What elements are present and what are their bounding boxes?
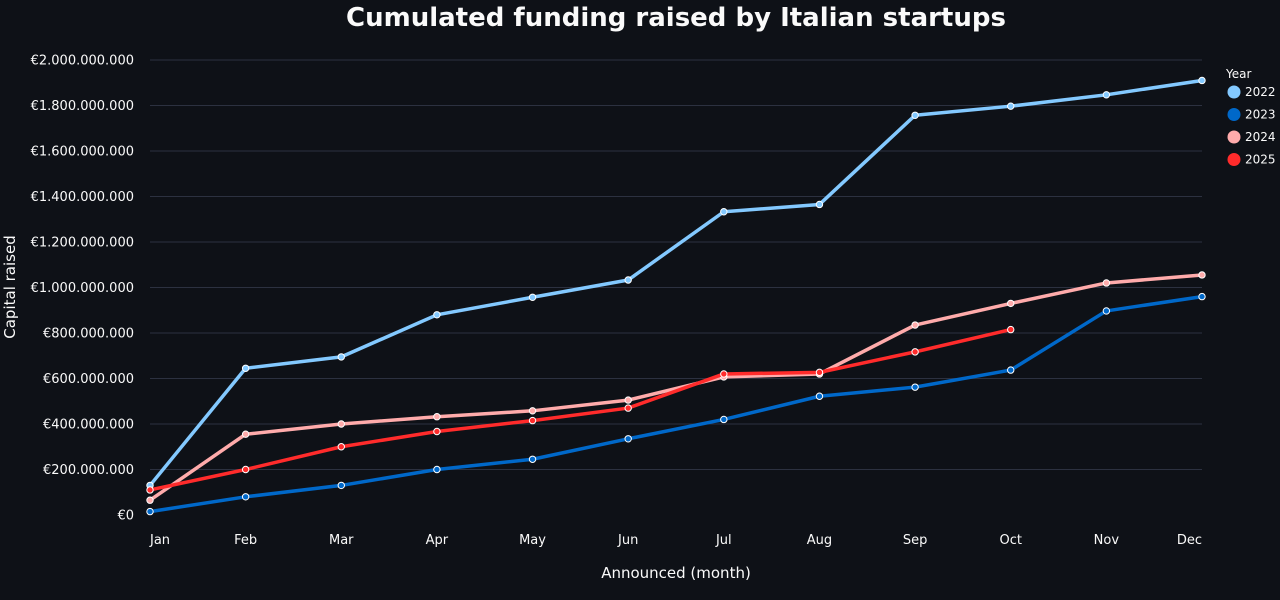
y-tick-label: €1.600.000.000 — [31, 145, 134, 160]
data-point[interactable] — [241, 430, 250, 438]
series-line-2025[interactable] — [148, 327, 1013, 492]
data-point[interactable] — [337, 481, 345, 490]
legend-marker — [1227, 85, 1241, 99]
data-point[interactable] — [815, 200, 824, 209]
y-axis-title: Capital raised — [1, 235, 19, 338]
legend-item-2022[interactable]: 2022 — [1227, 85, 1276, 99]
data-point[interactable] — [241, 493, 250, 501]
x-tick-label: May — [519, 533, 546, 548]
y-tick-label: €1.400.000.000 — [31, 190, 134, 205]
data-point[interactable] — [146, 486, 154, 494]
chart-title: Cumulated funding raised by Italian star… — [346, 3, 1006, 33]
series-line-2024[interactable] — [148, 273, 1204, 502]
legend-item-2023[interactable]: 2023 — [1227, 108, 1276, 122]
legend-item-2024[interactable]: 2024 — [1227, 130, 1276, 144]
y-tick-label: €0 — [117, 509, 134, 524]
data-point[interactable] — [1198, 271, 1206, 279]
data-point[interactable] — [911, 111, 919, 119]
legend-item-2025[interactable]: 2025 — [1227, 153, 1276, 167]
x-tick-label: Aug — [807, 533, 832, 548]
data-point[interactable] — [1198, 76, 1206, 85]
series-lines — [146, 76, 1206, 516]
data-point[interactable] — [815, 368, 824, 377]
legend: Year 2022 2023 2024 2025 — [1225, 67, 1276, 167]
data-point[interactable] — [433, 311, 441, 319]
data-point[interactable] — [1102, 279, 1111, 287]
data-point[interactable] — [911, 383, 919, 391]
data-point[interactable] — [433, 413, 441, 421]
data-point[interactable] — [624, 276, 632, 284]
y-tick-label: €1.200.000.000 — [31, 236, 134, 251]
data-point[interactable] — [1007, 366, 1015, 374]
y-tick-label: €1.000.000.000 — [31, 281, 134, 296]
x-tick-label: Mar — [329, 533, 354, 548]
data-point[interactable] — [241, 364, 250, 372]
data-point[interactable] — [528, 293, 537, 301]
x-tick-label: Dec — [1177, 533, 1202, 548]
x-tick-label: Jan — [149, 533, 170, 548]
y-tick-label: €1.800.000.000 — [31, 99, 134, 114]
legend-marker — [1227, 108, 1241, 121]
x-axis-ticks: Jan Feb Mar Apr May Jun Jul Aug Sep Oct Nov Dec — [149, 533, 1202, 548]
y-tick-label: €400.000.000 — [43, 418, 134, 433]
data-point[interactable] — [337, 420, 345, 428]
data-point[interactable] — [241, 465, 250, 474]
data-point[interactable] — [720, 415, 728, 424]
data-point[interactable] — [528, 416, 537, 425]
data-point[interactable] — [911, 321, 919, 329]
data-point[interactable] — [1102, 91, 1111, 99]
series-2024 — [146, 271, 1206, 504]
x-tick-label: Oct — [999, 533, 1021, 548]
data-point[interactable] — [911, 348, 919, 356]
data-point[interactable] — [815, 392, 824, 400]
legend-marker — [1227, 130, 1241, 144]
data-point[interactable] — [1007, 299, 1015, 308]
y-axis-ticks: €0 €200.000.000 €400.000.000 €600.000.000 €8… — [31, 54, 134, 524]
data-point[interactable] — [337, 353, 345, 361]
data-point[interactable] — [146, 496, 154, 504]
legend-label: 2023 — [1245, 108, 1276, 122]
data-point[interactable] — [1102, 307, 1111, 315]
x-tick-label: Jun — [617, 533, 638, 548]
data-point[interactable] — [433, 465, 441, 474]
x-tick-label: Nov — [1094, 533, 1120, 548]
data-point[interactable] — [528, 455, 537, 463]
series-line-2023[interactable] — [148, 294, 1204, 514]
x-tick-label: Jul — [715, 533, 732, 548]
legend-label: 2022 — [1245, 85, 1276, 99]
data-point[interactable] — [146, 507, 154, 516]
legend-marker — [1227, 153, 1241, 166]
x-tick-label: Sep — [903, 533, 928, 548]
y-tick-label: €200.000.000 — [43, 463, 134, 478]
grid-lines — [150, 59, 1202, 470]
y-tick-label: €800.000.000 — [43, 327, 134, 342]
data-point[interactable] — [624, 435, 632, 443]
x-tick-label: Apr — [426, 533, 449, 548]
data-point[interactable] — [1007, 102, 1015, 110]
data-point[interactable] — [624, 396, 632, 404]
y-tick-label: €600.000.000 — [43, 372, 134, 387]
series-line-2022[interactable] — [148, 78, 1204, 488]
series-2023 — [146, 292, 1206, 516]
data-point[interactable] — [528, 407, 537, 415]
x-axis-title: Announced (month) — [601, 564, 751, 582]
y-tick-label: €2.000.000.000 — [31, 54, 134, 69]
data-point[interactable] — [720, 208, 728, 216]
series-2025 — [146, 325, 1015, 494]
legend-title: Year — [1225, 67, 1251, 81]
data-point[interactable] — [433, 427, 441, 436]
data-point[interactable] — [1198, 292, 1206, 301]
data-point[interactable] — [337, 443, 345, 451]
legend-label: 2024 — [1245, 130, 1276, 144]
data-point[interactable] — [720, 370, 728, 378]
data-point[interactable] — [1007, 325, 1015, 334]
legend-label: 2025 — [1245, 153, 1276, 167]
x-tick-label: Feb — [234, 533, 257, 548]
data-point[interactable] — [624, 404, 632, 412]
